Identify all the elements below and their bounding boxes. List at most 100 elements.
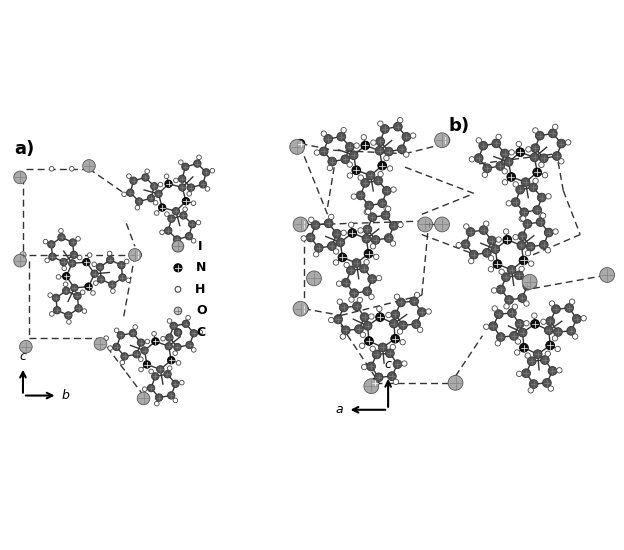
Circle shape: [531, 282, 537, 288]
Circle shape: [172, 380, 179, 388]
Circle shape: [389, 222, 398, 230]
Circle shape: [341, 230, 346, 235]
Circle shape: [173, 343, 181, 351]
Circle shape: [515, 320, 524, 328]
Circle shape: [376, 276, 382, 280]
Circle shape: [366, 171, 375, 180]
Circle shape: [412, 320, 421, 328]
Circle shape: [337, 299, 343, 305]
Circle shape: [110, 289, 115, 293]
Circle shape: [198, 330, 202, 334]
Circle shape: [186, 341, 193, 349]
Circle shape: [390, 344, 396, 350]
Circle shape: [516, 148, 525, 157]
Circle shape: [154, 211, 159, 215]
Circle shape: [557, 367, 562, 373]
Circle shape: [152, 332, 157, 336]
Circle shape: [52, 294, 60, 301]
Circle shape: [328, 157, 336, 166]
Circle shape: [482, 172, 487, 178]
Circle shape: [540, 356, 549, 365]
Circle shape: [364, 210, 369, 215]
Circle shape: [600, 268, 615, 282]
Circle shape: [173, 398, 178, 403]
Circle shape: [167, 318, 172, 323]
Circle shape: [77, 255, 82, 260]
Circle shape: [354, 324, 363, 333]
Circle shape: [341, 326, 350, 334]
Circle shape: [581, 316, 587, 321]
Text: I: I: [198, 240, 203, 253]
Circle shape: [394, 294, 400, 299]
Circle shape: [399, 321, 407, 329]
Circle shape: [384, 156, 389, 161]
Circle shape: [174, 329, 182, 336]
Circle shape: [552, 152, 561, 161]
Circle shape: [376, 137, 384, 146]
Circle shape: [537, 193, 546, 202]
Circle shape: [155, 190, 162, 197]
Circle shape: [133, 350, 140, 358]
Circle shape: [394, 122, 402, 131]
Circle shape: [174, 264, 182, 272]
Circle shape: [362, 234, 371, 243]
Circle shape: [520, 208, 529, 217]
Circle shape: [300, 220, 308, 229]
Circle shape: [377, 306, 382, 312]
Circle shape: [348, 229, 357, 238]
Circle shape: [441, 136, 450, 145]
Circle shape: [172, 240, 183, 252]
Circle shape: [506, 201, 512, 206]
Circle shape: [130, 177, 137, 184]
Circle shape: [492, 306, 497, 311]
Circle shape: [515, 271, 524, 280]
Circle shape: [469, 250, 478, 259]
Circle shape: [45, 258, 49, 263]
Circle shape: [539, 162, 544, 168]
Circle shape: [515, 339, 520, 344]
Circle shape: [402, 361, 407, 366]
Circle shape: [210, 168, 215, 173]
Circle shape: [504, 158, 513, 166]
Circle shape: [182, 197, 190, 205]
Circle shape: [82, 258, 90, 266]
Circle shape: [378, 343, 387, 352]
Circle shape: [167, 356, 175, 364]
Circle shape: [517, 371, 522, 377]
Circle shape: [524, 301, 529, 306]
Circle shape: [353, 302, 361, 311]
Circle shape: [539, 154, 548, 163]
Circle shape: [533, 206, 542, 214]
Circle shape: [333, 260, 339, 265]
Circle shape: [553, 328, 562, 337]
Circle shape: [129, 249, 141, 261]
Circle shape: [363, 322, 372, 330]
Circle shape: [62, 272, 70, 280]
Circle shape: [337, 132, 346, 141]
Circle shape: [147, 195, 155, 202]
Circle shape: [14, 254, 26, 267]
Text: c: c: [384, 358, 392, 371]
Circle shape: [539, 213, 544, 218]
Circle shape: [519, 256, 528, 265]
Circle shape: [474, 154, 483, 162]
Circle shape: [397, 329, 402, 334]
Circle shape: [425, 221, 432, 228]
Circle shape: [69, 167, 74, 171]
Circle shape: [329, 317, 334, 323]
Circle shape: [414, 292, 420, 298]
Circle shape: [137, 339, 145, 346]
Circle shape: [192, 239, 196, 243]
Circle shape: [527, 357, 536, 366]
Circle shape: [196, 220, 201, 225]
Circle shape: [482, 249, 491, 257]
Circle shape: [139, 367, 144, 372]
Circle shape: [183, 207, 187, 212]
Circle shape: [168, 215, 175, 222]
Circle shape: [344, 262, 349, 268]
Circle shape: [364, 249, 373, 258]
Circle shape: [134, 251, 142, 258]
Circle shape: [92, 262, 97, 267]
Circle shape: [351, 194, 356, 199]
Circle shape: [173, 236, 181, 243]
